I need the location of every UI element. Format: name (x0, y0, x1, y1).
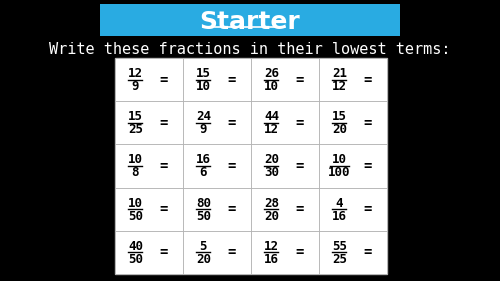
Text: 50: 50 (128, 253, 143, 266)
Text: =: = (228, 159, 236, 173)
FancyBboxPatch shape (251, 144, 319, 188)
Text: 10: 10 (128, 197, 143, 210)
Text: =: = (364, 72, 372, 87)
Text: 50: 50 (128, 210, 143, 223)
Text: =: = (296, 159, 304, 173)
Text: =: = (296, 116, 304, 130)
FancyBboxPatch shape (100, 4, 400, 36)
Text: Starter: Starter (200, 10, 300, 34)
Text: 16: 16 (264, 253, 279, 266)
FancyBboxPatch shape (319, 144, 387, 188)
FancyBboxPatch shape (319, 58, 387, 101)
Text: 15: 15 (128, 110, 143, 123)
Text: 16: 16 (332, 210, 347, 223)
Text: 10: 10 (128, 153, 143, 166)
Text: 6: 6 (200, 166, 207, 179)
FancyBboxPatch shape (183, 101, 251, 144)
FancyBboxPatch shape (251, 231, 319, 274)
Text: =: = (160, 116, 168, 130)
Text: 15: 15 (332, 110, 347, 123)
Text: =: = (228, 202, 236, 216)
Text: 26: 26 (264, 67, 279, 80)
Text: 15: 15 (196, 67, 211, 80)
Text: 24: 24 (196, 110, 211, 123)
Text: 12: 12 (264, 123, 279, 136)
Text: 20: 20 (264, 153, 279, 166)
FancyBboxPatch shape (319, 188, 387, 231)
FancyBboxPatch shape (251, 101, 319, 144)
Text: 4: 4 (336, 197, 343, 210)
FancyBboxPatch shape (115, 231, 183, 274)
Text: =: = (296, 245, 304, 259)
FancyBboxPatch shape (183, 58, 251, 101)
Text: 100: 100 (328, 166, 350, 179)
Text: 5: 5 (200, 240, 207, 253)
FancyBboxPatch shape (115, 58, 183, 101)
Text: 25: 25 (332, 253, 347, 266)
Text: 10: 10 (332, 153, 347, 166)
Text: 12: 12 (332, 80, 347, 93)
Text: 40: 40 (128, 240, 143, 253)
FancyBboxPatch shape (183, 231, 251, 274)
Text: 44: 44 (264, 110, 279, 123)
FancyBboxPatch shape (115, 58, 387, 274)
Text: 8: 8 (132, 166, 139, 179)
Text: =: = (296, 202, 304, 216)
FancyBboxPatch shape (319, 231, 387, 274)
Text: =: = (228, 72, 236, 87)
Text: 12: 12 (128, 67, 143, 80)
Text: 55: 55 (332, 240, 347, 253)
Text: =: = (296, 72, 304, 87)
Text: 10: 10 (264, 80, 279, 93)
FancyBboxPatch shape (115, 101, 183, 144)
Text: =: = (228, 245, 236, 259)
Text: 9: 9 (132, 80, 139, 93)
Text: =: = (364, 159, 372, 173)
Text: 30: 30 (264, 166, 279, 179)
FancyBboxPatch shape (183, 188, 251, 231)
Text: 20: 20 (332, 123, 347, 136)
Text: =: = (228, 116, 236, 130)
Text: 12: 12 (264, 240, 279, 253)
Text: 21: 21 (332, 67, 347, 80)
Text: Write these fractions in their lowest terms:: Write these fractions in their lowest te… (49, 42, 451, 58)
Text: 25: 25 (128, 123, 143, 136)
FancyBboxPatch shape (115, 144, 183, 188)
Text: =: = (160, 72, 168, 87)
FancyBboxPatch shape (319, 101, 387, 144)
Text: 50: 50 (196, 210, 211, 223)
Text: 10: 10 (196, 80, 211, 93)
Text: =: = (160, 202, 168, 216)
Text: =: = (364, 116, 372, 130)
FancyBboxPatch shape (183, 144, 251, 188)
Text: =: = (160, 159, 168, 173)
Text: 80: 80 (196, 197, 211, 210)
FancyBboxPatch shape (251, 58, 319, 101)
Text: 9: 9 (200, 123, 207, 136)
FancyBboxPatch shape (115, 188, 183, 231)
Text: 28: 28 (264, 197, 279, 210)
Text: =: = (160, 245, 168, 259)
Text: 20: 20 (196, 253, 211, 266)
Text: =: = (364, 245, 372, 259)
Text: =: = (364, 202, 372, 216)
FancyBboxPatch shape (251, 188, 319, 231)
Text: 20: 20 (264, 210, 279, 223)
Text: 16: 16 (196, 153, 211, 166)
